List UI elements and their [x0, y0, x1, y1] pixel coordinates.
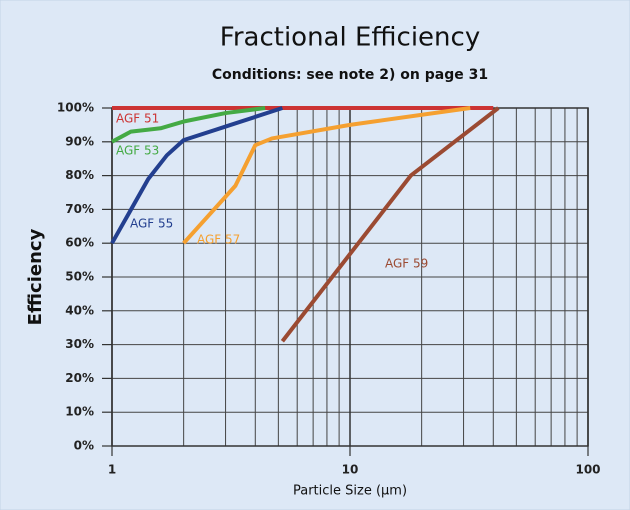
series-label: AGF 53: [116, 144, 159, 158]
series-label: AGF 55: [130, 217, 173, 231]
y-tick-label: 0%: [74, 439, 94, 453]
series-label: AGF 57: [197, 233, 240, 247]
series-line: [182, 106, 471, 245]
y-tick-label: 70%: [65, 202, 94, 216]
y-tick-label: 60%: [65, 236, 94, 250]
series-line: [280, 106, 500, 343]
series-line: [111, 106, 266, 144]
x-tick-label: 10: [342, 463, 359, 477]
series-label: AGF 51: [116, 112, 159, 126]
y-tick-label: 10%: [65, 405, 94, 419]
series-label: AGF 59: [385, 257, 428, 271]
x-tick-label: 100: [575, 463, 600, 477]
y-tick-label: 90%: [65, 134, 94, 148]
series-line: [110, 106, 284, 245]
y-tick-label: 40%: [65, 303, 94, 317]
chart-subtitle: Conditions: see note 2) on page 31: [212, 67, 488, 83]
x-tick-label: 1: [108, 463, 116, 477]
y-tick-label: 20%: [65, 371, 94, 385]
x-axis-label: Particle Size (µm): [293, 484, 407, 499]
y-tick-label: 50%: [65, 270, 94, 284]
y-axis-label: Efficiency: [25, 228, 46, 325]
chart-title: Fractional Efficiency: [220, 23, 480, 53]
y-tick-label: 100%: [57, 101, 94, 115]
y-tick-label: 80%: [65, 168, 94, 182]
y-tick-label: 30%: [65, 337, 94, 351]
